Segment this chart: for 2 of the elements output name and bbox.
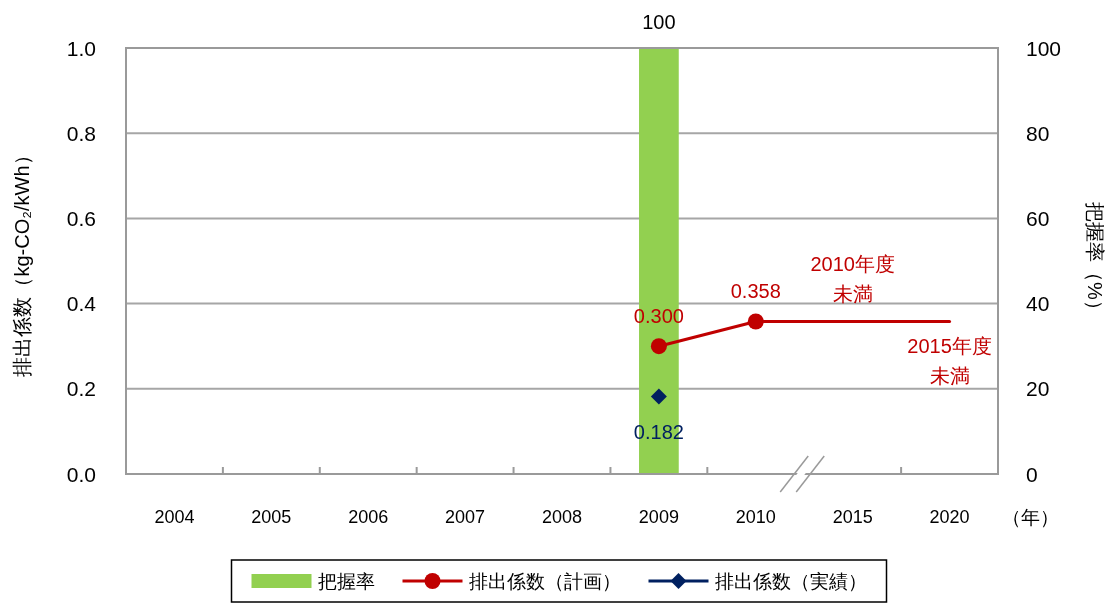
- annotation: 2015年度未満: [907, 335, 992, 388]
- annotation: 2010年度未満: [810, 253, 895, 306]
